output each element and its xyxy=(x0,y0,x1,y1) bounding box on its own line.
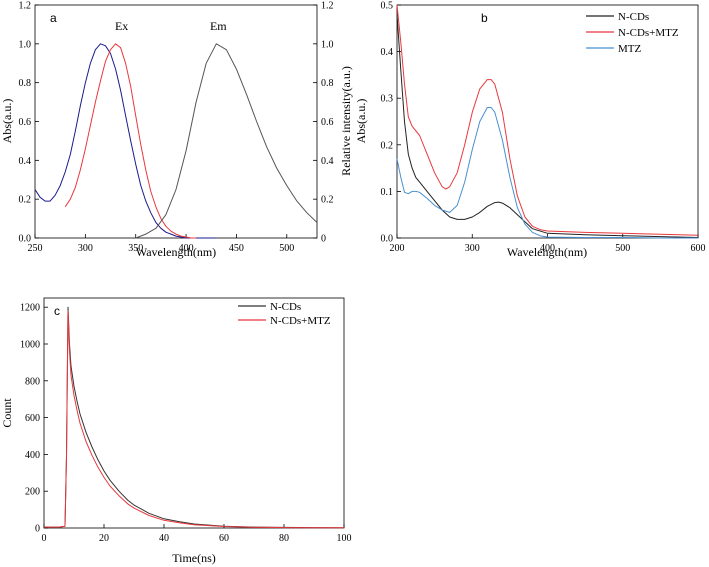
panel-c-ytick-label: 1000 xyxy=(20,340,40,351)
panel-a-series-em xyxy=(135,43,318,239)
panel-c-ytick-label: 400 xyxy=(25,450,40,461)
panel-a-ylabel: Abs(a.u.) xyxy=(0,99,14,144)
panel-a-lines xyxy=(34,43,318,239)
panel-c-ylabel: Count xyxy=(0,398,14,428)
panel-c-legend: N-CDs N-CDs+MTZ xyxy=(238,301,331,327)
panel-a-xtick-label: 350 xyxy=(128,243,143,254)
panel-b-ytick-label: 0.1 xyxy=(381,187,394,198)
panel-b-ytick-label: 0.2 xyxy=(381,140,394,151)
panel-b-xtick-label: 600 xyxy=(691,243,706,254)
panel-b-lines xyxy=(396,4,699,239)
panel-a-ytick-label: 0.0 xyxy=(19,234,32,245)
panel-b-chart: b Wavelength(nm) Abs(a.u.) 200 300 400 500 6… xyxy=(354,1,706,260)
panel-c-frame xyxy=(43,297,345,529)
panel-c-xtick-label: 20 xyxy=(99,533,109,544)
panel-c-series-n-cds-mtz xyxy=(44,310,344,529)
panel-b-xtick-label: 500 xyxy=(615,243,630,254)
panel-a-y2tick-label: 0 xyxy=(321,234,326,245)
panel-a-y2tick-label: 0.2 xyxy=(321,195,334,206)
panel-a-xtick-label: 400 xyxy=(179,243,194,254)
panel-b-legend-label: MTZ xyxy=(618,43,642,55)
panel-a-y2tick-label: 1.0 xyxy=(321,39,334,50)
panel-c-chart: c Time(ns) Count 0 20 40 60 80 100 0 200 400 600… xyxy=(0,297,352,565)
panel-a-xlabel: Wavelength(nm) xyxy=(136,245,216,259)
panel-c-legend-label: N-CDs+MTZ xyxy=(270,315,331,327)
panel-c-xtick-label: 60 xyxy=(219,533,229,544)
panel-a-xtick-label: 500 xyxy=(279,243,294,254)
panel-a-ytick-label: 0.8 xyxy=(19,78,32,89)
panel-c-ytick-label: 200 xyxy=(25,487,40,498)
panel-b-ylabel: Abs(a.u.) xyxy=(354,99,368,144)
panel-a-y2tick-label: 0.6 xyxy=(321,117,334,128)
panel-c-xticks: 0 20 40 60 80 100 xyxy=(42,524,352,544)
panel-a-xtick-label: 300 xyxy=(78,243,93,254)
panel-b-xtick-label: 400 xyxy=(540,243,555,254)
panel-c-ytick-label: 0 xyxy=(35,524,40,535)
panel-a-y2label: Relative intensity(a.u.) xyxy=(339,66,353,176)
panel-b-xlabel: Wavelength(nm) xyxy=(507,245,587,259)
panel-b-legend-label: N-CDs+MTZ xyxy=(618,27,679,39)
panel-a-xtick-label: 450 xyxy=(229,243,244,254)
panel-a-annotations: Ex Em xyxy=(115,19,227,33)
panel-b-ytick-label: 0.3 xyxy=(381,94,394,105)
panel-c-yticks: 0 200 400 600 800 1000 1200 xyxy=(20,303,48,535)
panel-c-xlabel: Time(ns) xyxy=(172,551,216,565)
panel-b-label: b xyxy=(481,11,488,25)
panel-a-xtick-label: 250 xyxy=(28,243,43,254)
panel-b-yticks: 0.0 0.1 0.2 0.3 0.4 0.5 xyxy=(381,1,401,245)
panel-c-ytick-label: 800 xyxy=(25,376,40,387)
panel-a-label: a xyxy=(50,11,57,25)
panel-a-y2tick-label: 1.2 xyxy=(321,1,334,12)
panel-c-xtick-label: 100 xyxy=(337,533,352,544)
panel-c-lines xyxy=(44,306,345,529)
panel-a-ytick-label: 0.6 xyxy=(19,117,32,128)
panel-c-ytick-label: 600 xyxy=(25,413,40,424)
panel-a-annotation: Ex xyxy=(115,19,128,33)
panel-b-ytick-label: 0.0 xyxy=(381,234,394,245)
panel-a-annotation: Em xyxy=(210,19,227,33)
panel-c-series-n-cds xyxy=(44,306,345,529)
panel-a-ytick-label: 1.2 xyxy=(19,1,32,12)
panel-b-series-mtz xyxy=(396,107,698,239)
panel-c-xtick-label: 0 xyxy=(42,533,47,544)
panel-a-chart: a Wavelength(nm) Abs(a.u.) Relative inte… xyxy=(0,1,353,260)
panel-c-label: c xyxy=(54,304,60,318)
panel-a-y2ticks: 0 0.2 0.4 0.6 0.8 1.0 1.2 xyxy=(313,1,334,245)
panel-a-yticks: 0.0 0.2 0.4 0.6 0.8 1.0 1.2 xyxy=(19,1,39,245)
panel-b-ytick-label: 0.4 xyxy=(381,47,394,58)
panel-b-ytick-label: 0.5 xyxy=(381,1,394,12)
panel-b-series-n-cds-mtz xyxy=(396,4,699,236)
panel-a-ytick-label: 0.4 xyxy=(19,156,32,167)
panel-a-series-ex xyxy=(64,43,197,239)
panel-b-series-n-cds xyxy=(396,14,699,238)
panel-b-legend: N-CDs N-CDs+MTZ MTZ xyxy=(586,11,679,55)
panel-a-ytick-label: 1.0 xyxy=(19,39,32,50)
panel-c-legend-label: N-CDs xyxy=(270,301,301,313)
panel-c-xtick-label: 80 xyxy=(279,533,289,544)
panel-b-xtick-label: 200 xyxy=(390,243,405,254)
panel-b-xtick-label: 300 xyxy=(465,243,480,254)
panel-b-legend-label: N-CDs xyxy=(618,11,649,23)
panel-a-series-abs xyxy=(34,43,217,239)
panel-a-ytick-label: 0.2 xyxy=(19,195,32,206)
panel-a-y2tick-label: 0.8 xyxy=(321,78,334,89)
panel-c-xtick-label: 40 xyxy=(159,533,169,544)
panel-b-frame xyxy=(396,4,699,239)
panel-c-ytick-label: 1200 xyxy=(20,303,40,314)
panel-a-y2tick-label: 0.4 xyxy=(321,156,334,167)
